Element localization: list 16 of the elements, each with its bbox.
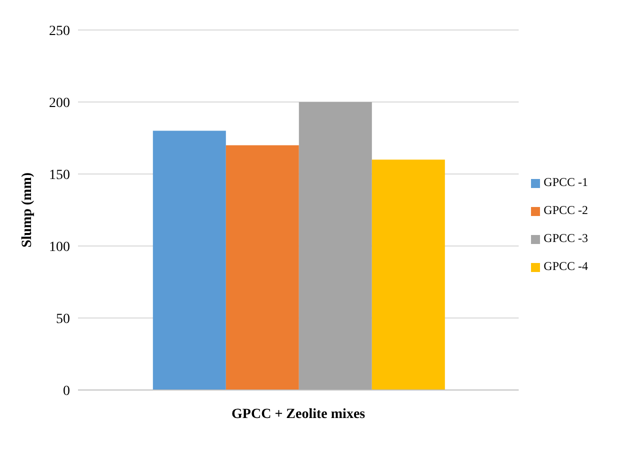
legend-label: GPCC -3 xyxy=(544,231,588,245)
y-axis-title: Slump (mm) xyxy=(20,172,35,248)
y-tick-label: 0 xyxy=(63,384,70,399)
bar xyxy=(226,145,299,390)
y-tick-label: 150 xyxy=(49,168,70,183)
y-tick-label: 250 xyxy=(49,24,70,39)
bar xyxy=(298,102,372,390)
legend-label: GPCC -2 xyxy=(544,203,588,217)
y-tick-label: 50 xyxy=(56,312,70,327)
legend-label: GPCC -4 xyxy=(544,259,588,273)
x-axis-title: GPCC + Zeolite mixes xyxy=(232,407,366,422)
y-tick-label: 200 xyxy=(49,96,70,111)
legend-label: GPCC -1 xyxy=(544,175,588,189)
y-tick-label: 100 xyxy=(49,240,70,255)
bar xyxy=(372,160,445,390)
bar xyxy=(152,130,226,390)
